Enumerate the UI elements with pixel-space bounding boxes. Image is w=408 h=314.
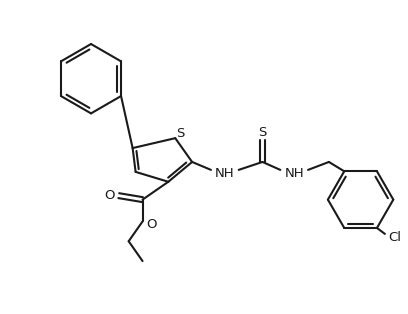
Text: Cl: Cl <box>388 231 401 244</box>
Text: NH: NH <box>284 167 304 180</box>
Text: NH: NH <box>215 167 235 180</box>
Text: S: S <box>176 127 184 140</box>
Text: S: S <box>258 126 267 139</box>
Text: O: O <box>104 189 115 202</box>
Text: O: O <box>146 218 157 231</box>
